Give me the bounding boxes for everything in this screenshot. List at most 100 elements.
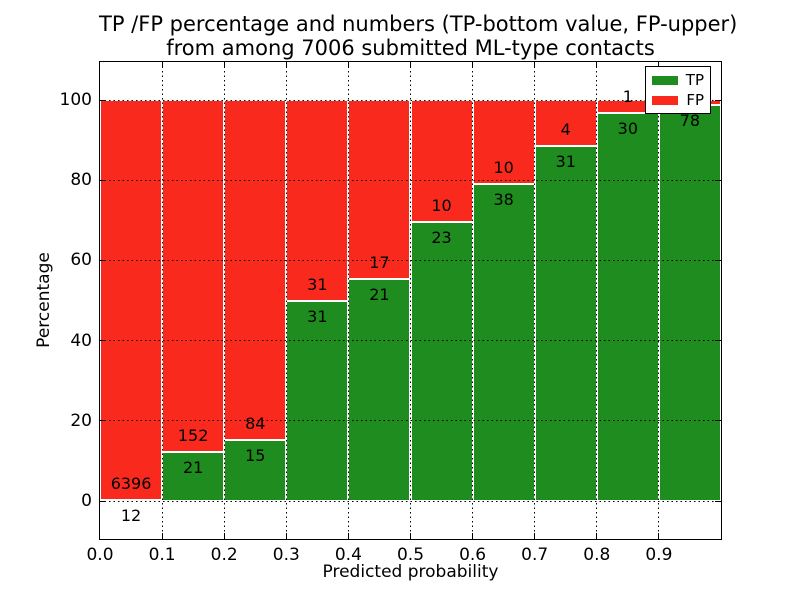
x-tick-mark xyxy=(410,533,411,539)
fp-bar-segment xyxy=(472,100,535,184)
fp-bar-segment xyxy=(224,100,287,441)
x-tick-mark xyxy=(534,533,536,539)
x-tick-label: 0.8 xyxy=(583,545,611,565)
tp-count-label: 31 xyxy=(307,306,328,326)
y-tick-mark xyxy=(100,99,106,101)
fp-bar-segment xyxy=(534,100,597,146)
legend: TP FP xyxy=(645,66,711,114)
fp-bar-segment xyxy=(286,100,349,301)
tp-legend-label: TP xyxy=(685,71,704,89)
x-gridline xyxy=(534,62,536,539)
y-tick-label: 60 xyxy=(70,250,92,271)
y-tick-mark xyxy=(715,420,721,422)
x-tick-mark xyxy=(658,62,660,68)
x-gridline xyxy=(161,62,163,539)
tp-bar-segment xyxy=(348,279,411,501)
tp-count-label: 30 xyxy=(617,119,639,139)
x-axis-label: Predicted probability xyxy=(322,562,499,582)
y-tick-mark xyxy=(100,420,106,422)
tp-legend-swatch-icon xyxy=(652,75,678,85)
fp-count-label: 1 xyxy=(622,87,633,107)
y-tick-label: 0 xyxy=(81,491,92,511)
x-tick-mark xyxy=(161,62,163,68)
legend-entry-fp: FP xyxy=(646,90,710,110)
y-tick-mark xyxy=(100,340,106,342)
fp-count-label: 10 xyxy=(493,157,514,177)
x-tick-label: 0.5 xyxy=(396,545,425,565)
fp-bar-segment xyxy=(410,100,473,222)
y-tick-mark xyxy=(715,99,721,101)
y-tick-label: 20 xyxy=(70,410,92,431)
y-tick-mark xyxy=(715,179,721,181)
y-tick-label: 40 xyxy=(70,330,92,351)
y-gridline xyxy=(100,99,721,101)
fp-count-label: 17 xyxy=(369,253,390,273)
x-tick-label: 0.3 xyxy=(272,545,300,565)
x-tick-mark xyxy=(223,533,225,539)
y-gridline xyxy=(100,420,721,422)
x-tick-label: 0.7 xyxy=(521,545,549,565)
y-tick-mark xyxy=(100,500,106,502)
y-tick-mark xyxy=(100,179,106,181)
x-tick-mark xyxy=(658,533,660,539)
x-gridline xyxy=(658,62,660,539)
y-tick-mark xyxy=(715,259,721,261)
fp-count-label: 31 xyxy=(307,274,328,294)
x-gridline xyxy=(410,62,411,539)
x-tick-mark xyxy=(347,533,349,539)
tp-bar-segment xyxy=(658,105,721,501)
x-tick-label: 0.9 xyxy=(645,545,673,565)
tp-bar-segment xyxy=(596,113,659,501)
fp-bar-segment xyxy=(100,100,163,501)
tp-count-label: 38 xyxy=(493,189,514,209)
fp-bar-segment xyxy=(162,100,225,453)
y-tick-mark xyxy=(100,259,106,261)
x-tick-mark xyxy=(472,533,474,539)
x-tick-mark xyxy=(472,62,474,68)
x-gridline xyxy=(285,62,287,539)
tp-bar-segment xyxy=(286,300,349,501)
x-tick-mark xyxy=(285,62,287,68)
y-tick-mark xyxy=(715,500,721,502)
y-gridline xyxy=(100,259,721,261)
fp-legend-label: FP xyxy=(686,91,704,109)
fp-count-label: 152 xyxy=(177,426,209,446)
y-gridline xyxy=(100,179,721,181)
x-tick-mark xyxy=(596,533,598,539)
fp-count-label: 84 xyxy=(245,414,266,434)
x-tick-mark xyxy=(285,533,287,539)
x-tick-label: 0.6 xyxy=(459,545,487,565)
x-gridline xyxy=(596,62,598,539)
legend-entry-tp: TP xyxy=(646,70,710,90)
x-tick-mark xyxy=(534,62,536,68)
plot-area: 6396121522184153131172110231038431130178 xyxy=(99,61,722,540)
fp-count-label: 6396 xyxy=(110,474,152,494)
x-tick-mark xyxy=(410,62,411,68)
y-tick-label: 100 xyxy=(59,90,92,111)
tp-bar-segment xyxy=(162,452,225,501)
tp-bar-segment xyxy=(534,145,597,501)
tp-count-label: 12 xyxy=(120,506,142,526)
x-tick-mark xyxy=(223,62,225,68)
fp-bar-segment xyxy=(348,100,411,280)
x-tick-label: 0.1 xyxy=(148,545,176,565)
x-gridline xyxy=(472,62,474,539)
y-gridline xyxy=(100,500,721,502)
x-gridline xyxy=(347,62,349,539)
x-tick-mark xyxy=(161,533,163,539)
fp-count-label: 10 xyxy=(431,195,452,215)
fp-legend-swatch-icon xyxy=(652,95,679,105)
y-gridline xyxy=(100,340,721,342)
tp-count-label: 31 xyxy=(555,151,576,171)
y-tick-label: 80 xyxy=(70,170,92,191)
y-tick-mark xyxy=(715,340,721,342)
x-tick-label: 0.4 xyxy=(334,545,362,565)
tp-count-label: 21 xyxy=(369,285,390,305)
chart-title-line-1: TP /FP percentage and numbers (TP-bottom… xyxy=(99,12,738,36)
chart-title-line-2: from among 7006 submitted ML-type contac… xyxy=(166,36,655,60)
tp-bar-segment xyxy=(224,440,287,501)
x-tick-label: 0.2 xyxy=(210,545,238,565)
tp-count-label: 78 xyxy=(679,111,701,131)
tp-bar-segment xyxy=(472,183,535,501)
